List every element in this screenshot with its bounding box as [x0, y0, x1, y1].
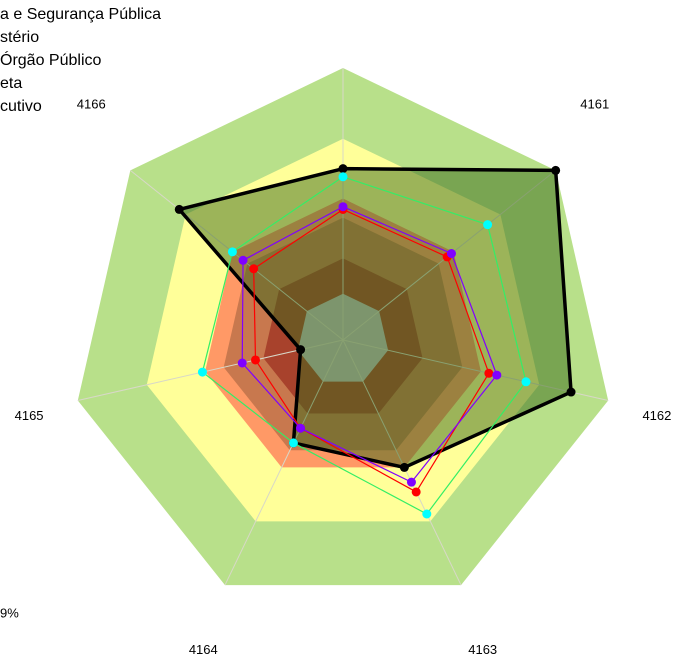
axis-label: 4163	[468, 642, 497, 657]
plot	[174, 164, 576, 519]
data-point	[296, 423, 306, 433]
data-point	[399, 462, 409, 472]
data-point	[296, 345, 306, 355]
data-point	[422, 509, 432, 519]
data-point	[566, 387, 576, 397]
annotation: 9%	[0, 605, 19, 620]
legend-entry: cutivo	[0, 98, 42, 115]
data-point	[483, 220, 493, 230]
axis-label: 4161	[580, 97, 609, 112]
data-point	[484, 368, 494, 378]
data-point	[237, 358, 247, 368]
series-line	[253, 208, 490, 493]
legend-entry: a e Segurança Pública	[0, 6, 161, 23]
axis-label: 4165	[15, 408, 44, 423]
series-line	[241, 206, 498, 483]
data-point	[492, 370, 502, 380]
legend: a e Segurança Pública stério Órgão Público…	[0, 6, 161, 115]
axis-label: 4166	[77, 97, 106, 112]
data-point	[338, 164, 348, 174]
data-point	[238, 255, 248, 265]
legend-entry: stério	[0, 29, 39, 46]
data-point	[288, 438, 298, 448]
data-point	[338, 172, 348, 182]
data-point	[446, 249, 456, 259]
data-point	[250, 355, 260, 365]
axis-label: 4164	[189, 642, 218, 657]
legend-entry: Órgão Público	[0, 50, 101, 69]
data-point	[521, 377, 531, 387]
axis-label: 4162	[642, 408, 671, 423]
data-point	[174, 204, 184, 214]
data-point	[227, 247, 237, 257]
legend-entry: eta	[0, 75, 22, 92]
data-point	[406, 477, 416, 487]
series-line	[201, 176, 527, 515]
data-point	[551, 165, 561, 175]
data-point	[338, 202, 348, 212]
data-point	[249, 264, 259, 274]
data-point	[197, 367, 207, 377]
data-point	[411, 487, 421, 497]
